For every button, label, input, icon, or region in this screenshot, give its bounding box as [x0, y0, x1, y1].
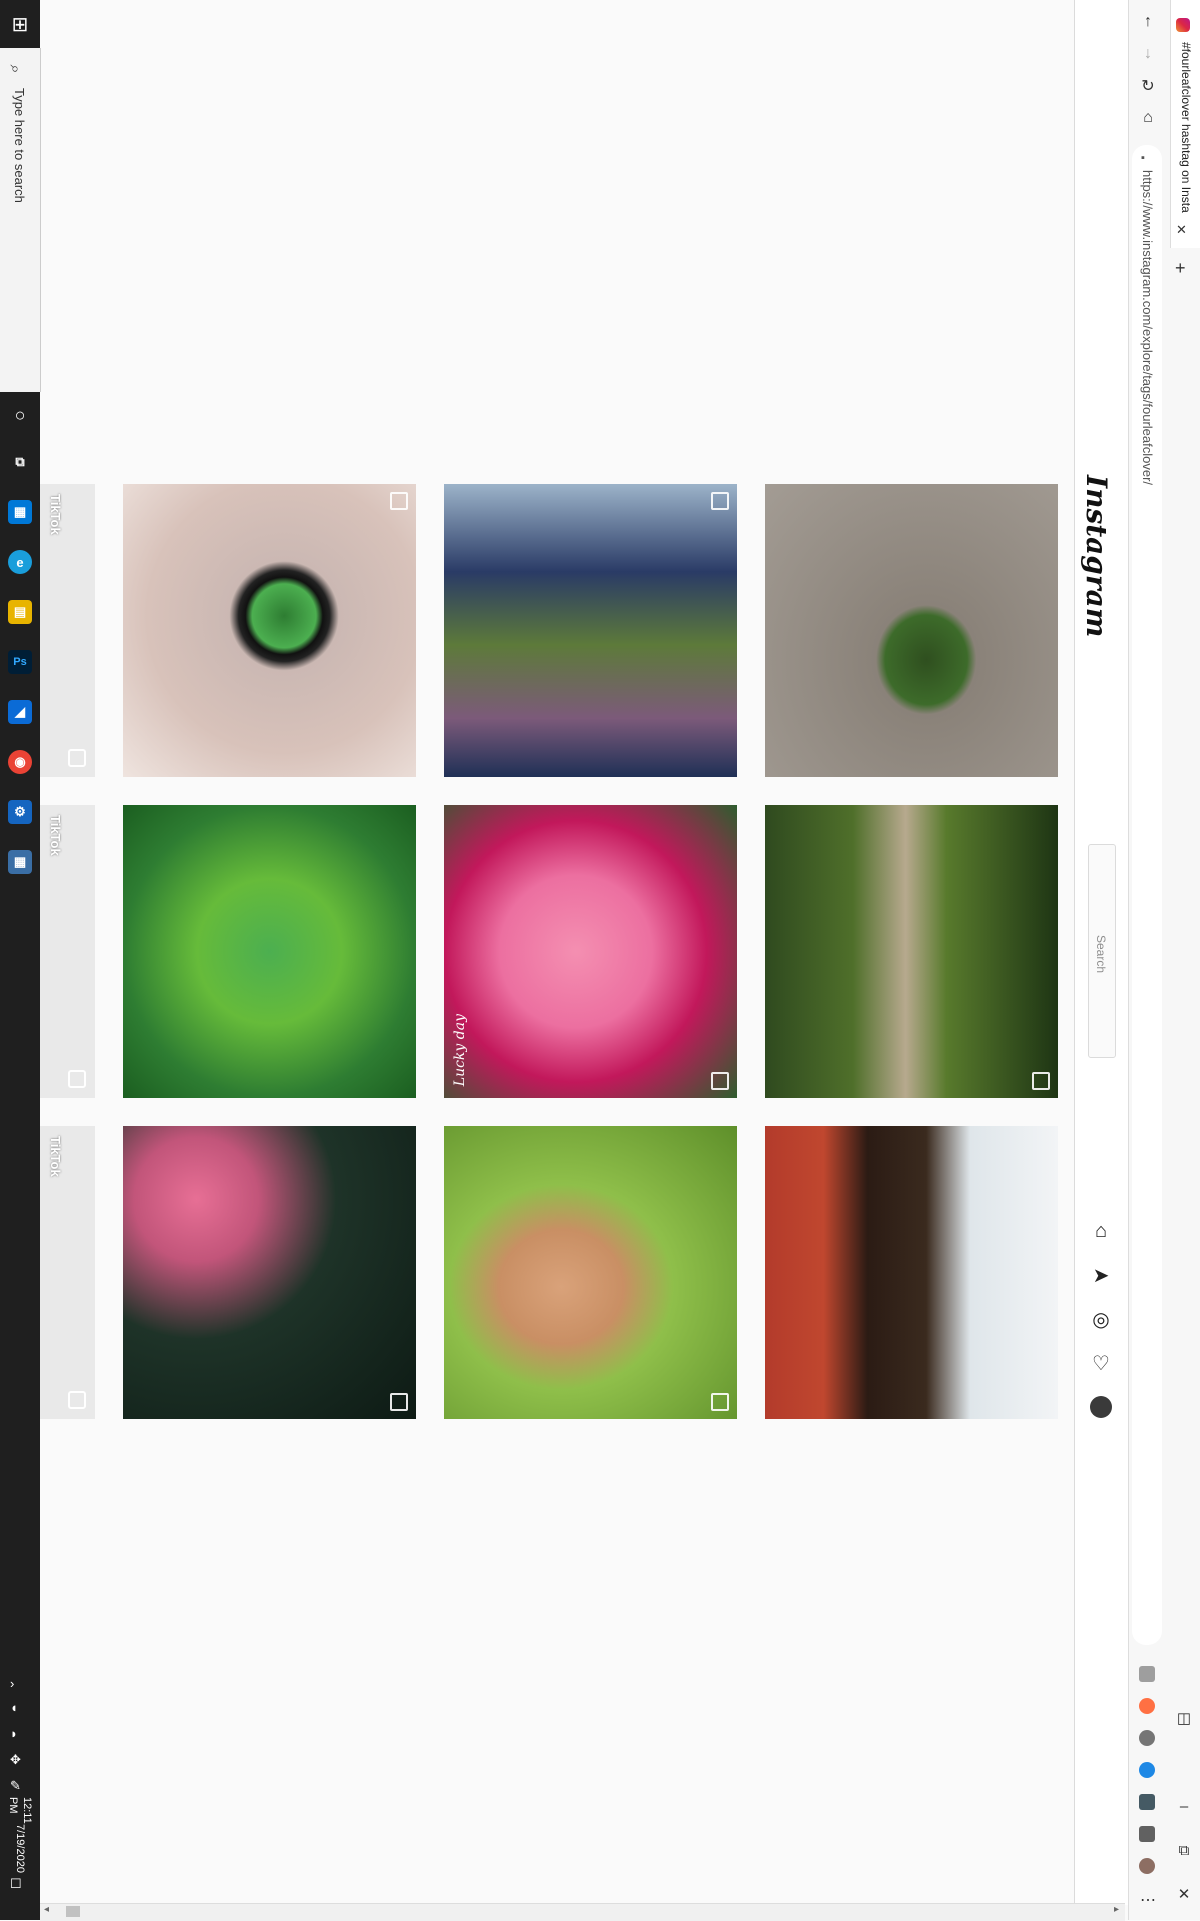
taskbar-search[interactable]: ⌕ Type here to search: [0, 48, 41, 392]
multiple-posts-icon: [711, 1072, 729, 1090]
store-icon[interactable]: ▦: [8, 500, 32, 524]
post-potted-oxalis[interactable]: [765, 1126, 1058, 1419]
instagram-logo[interactable]: Instagram: [1080, 475, 1113, 638]
horizontal-scrollbar[interactable]: [40, 1903, 1125, 1921]
extension-icon-2[interactable]: [1139, 1698, 1155, 1714]
menu-icon[interactable]: ⋯: [1140, 1892, 1156, 1909]
chrome-icon[interactable]: ◉: [8, 750, 32, 774]
multiple-posts-icon: [390, 492, 408, 510]
multiple-posts-icon: [711, 492, 729, 510]
puzzle-icon[interactable]: [1139, 1826, 1155, 1842]
home-page-icon[interactable]: ⌂: [1143, 109, 1153, 126]
browser-tab[interactable]: [1170, 0, 1200, 248]
cortana-icon[interactable]: ○: [14, 404, 26, 425]
taskbar-search-placeholder: Type here to search: [12, 88, 27, 203]
post-clover-leaf-closeup[interactable]: [123, 805, 416, 1098]
extension-icon-1[interactable]: [1139, 1666, 1155, 1682]
direct-icon[interactable]: ➤: [1092, 1264, 1110, 1287]
address-bar[interactable]: [1132, 145, 1162, 1645]
extension-icon-3[interactable]: [1139, 1730, 1155, 1746]
file-explorer-icon[interactable]: ▤: [8, 600, 32, 624]
camera-icon: [68, 1070, 86, 1088]
camera-icon: [68, 1391, 86, 1409]
settings-icon[interactable]: ⚙: [8, 800, 32, 824]
calculator-icon[interactable]: ▦: [8, 850, 32, 874]
reload-icon[interactable]: ↻: [1141, 78, 1155, 95]
address-bar-url: https://www.instagram.com/explore/tags/f…: [1140, 170, 1155, 486]
tiktok-watermark: TikTok: [48, 494, 63, 535]
tab-close-icon[interactable]: ✕: [1176, 222, 1187, 237]
photoshop-icon[interactable]: Ps: [8, 650, 32, 674]
edge-icon[interactable]: e: [8, 550, 32, 574]
windows-start-icon[interactable]: ⊞: [11, 13, 29, 36]
post-hand-clover[interactable]: [765, 484, 1058, 777]
post-dark-clover-patch[interactable]: [123, 1126, 416, 1419]
network-icon[interactable]: ◖: [10, 1700, 18, 1715]
search-icon: ⌕: [6, 64, 24, 74]
instagram-favicon: [1176, 18, 1190, 32]
layout-icon[interactable]: ◫: [1176, 1710, 1192, 1727]
post-clover-pendant[interactable]: [123, 484, 416, 777]
tab-title: #fourleafclover hashtag on Insta: [1179, 42, 1193, 213]
window-close-icon[interactable]: ✕: [1177, 1886, 1191, 1903]
task-view-icon[interactable]: ⧉: [15, 454, 25, 469]
scroll-right-icon[interactable]: ▸: [1114, 1904, 1120, 1915]
extension-icon-4[interactable]: [1139, 1762, 1155, 1778]
clock-date: 7/19/2020: [14, 1823, 26, 1873]
partial-post[interactable]: TikTok: [40, 484, 95, 777]
dropbox-icon[interactable]: ✥: [10, 1752, 21, 1767]
taskbar-clock[interactable]: 12:11 PM 7/19/2020: [0, 1797, 40, 1873]
post-pink-hydrangea[interactable]: Lucky day: [444, 805, 737, 1098]
back-icon[interactable]: ↑: [1144, 13, 1152, 30]
post-hand-in-grass[interactable]: [444, 1126, 737, 1419]
scrollbar-thumb[interactable]: [66, 1906, 80, 1917]
camera-icon: [68, 749, 86, 767]
scroll-left-icon[interactable]: ◂: [44, 1904, 50, 1915]
minimize-icon[interactable]: –: [1179, 1797, 1189, 1815]
post-friends-group[interactable]: [444, 484, 737, 777]
volume-icon[interactable]: ◗: [10, 1726, 18, 1741]
post-forest-path[interactable]: [765, 805, 1058, 1098]
forward-icon[interactable]: ↓: [1144, 45, 1152, 62]
post-caption: Lucky day: [452, 1013, 468, 1086]
pen-icon[interactable]: ✎: [10, 1778, 21, 1793]
restore-icon[interactable]: ⧉: [1178, 1841, 1190, 1859]
activity-icon[interactable]: ♡: [1092, 1352, 1110, 1375]
lock-icon[interactable]: ▪: [1141, 152, 1145, 164]
profile-avatar[interactable]: [1090, 1396, 1112, 1418]
tiktok-watermark: TikTok: [48, 815, 63, 856]
azure-data-studio-icon[interactable]: ◢: [8, 700, 32, 724]
instagram-search-placeholder: Search: [1094, 935, 1108, 974]
multiple-posts-icon: [711, 1393, 729, 1411]
extension-icon-5[interactable]: [1139, 1794, 1155, 1810]
multiple-posts-icon: [390, 1393, 408, 1411]
instagram-search-input[interactable]: Search: [1088, 844, 1116, 1058]
account-icon[interactable]: [1139, 1858, 1155, 1874]
new-tab-icon[interactable]: +: [1175, 258, 1186, 278]
clock-time: 12:11 PM: [7, 1797, 33, 1824]
multiple-posts-icon: [1032, 1072, 1050, 1090]
partial-post[interactable]: TikTok: [40, 1126, 95, 1419]
partial-post[interactable]: TikTok: [40, 805, 95, 1098]
chevron-icon[interactable]: ›: [10, 1676, 15, 1691]
tiktok-watermark: TikTok: [48, 1136, 63, 1177]
home-icon[interactable]: ⌂: [1094, 1219, 1108, 1242]
explore-icon[interactable]: ◎: [1092, 1308, 1110, 1331]
notifications-icon[interactable]: ☐: [10, 1876, 22, 1891]
